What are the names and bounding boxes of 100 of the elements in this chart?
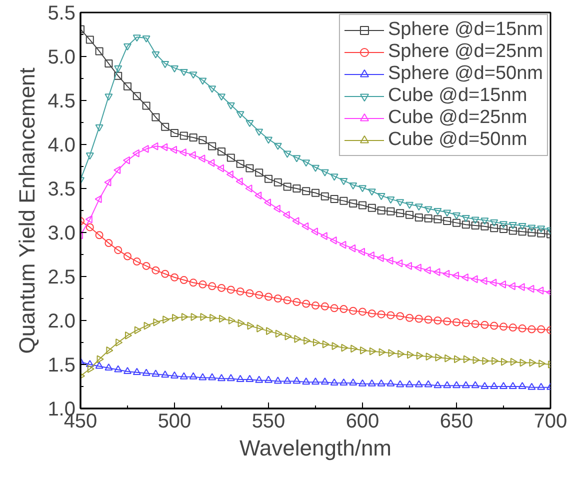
legend-label: Cube @d=25nm: [388, 107, 528, 129]
point: [471, 381, 480, 388]
point: [508, 324, 517, 332]
point: [433, 268, 440, 276]
point: [304, 336, 311, 345]
point: [528, 325, 536, 334]
point: [246, 289, 254, 298]
point: [424, 214, 432, 222]
point: [247, 322, 254, 330]
point: [153, 318, 160, 326]
point: [510, 358, 518, 366]
point: [218, 148, 226, 156]
point: [358, 201, 366, 210]
point: [498, 280, 506, 288]
point: [358, 248, 366, 256]
point: [349, 306, 358, 315]
point: [208, 142, 216, 150]
point: [471, 216, 480, 224]
point: [386, 196, 395, 204]
y-tick-label: 4.5: [48, 90, 76, 112]
point: [396, 380, 404, 388]
point: [104, 60, 113, 68]
point: [404, 262, 412, 270]
x-tick-label: 700: [534, 410, 568, 432]
point: [170, 129, 178, 138]
point: [238, 319, 245, 328]
point: [463, 355, 470, 364]
point: [96, 355, 104, 364]
point: [198, 280, 207, 288]
point: [444, 354, 452, 362]
point: [340, 378, 348, 386]
point: [424, 316, 432, 324]
point: [312, 338, 320, 346]
point: [189, 72, 198, 79]
point: [348, 244, 356, 252]
point: [320, 302, 329, 310]
point: [132, 258, 141, 266]
point: [274, 376, 282, 384]
point: [536, 286, 544, 295]
point: [500, 382, 508, 390]
point: [218, 374, 226, 382]
point: [170, 273, 178, 282]
point: [208, 373, 216, 380]
point: [414, 214, 423, 222]
point: [434, 316, 442, 324]
point: [518, 222, 526, 230]
point: [452, 212, 460, 220]
point: [302, 187, 310, 196]
point: [340, 178, 348, 186]
point: [273, 204, 280, 213]
point: [529, 358, 536, 367]
point: [124, 331, 132, 340]
point: [302, 160, 310, 167]
point: [500, 224, 508, 233]
point: [462, 381, 470, 388]
point: [198, 373, 207, 380]
point: [87, 364, 94, 373]
point: [152, 266, 160, 274]
point: [95, 124, 104, 132]
point: [322, 340, 330, 348]
point: [414, 380, 423, 388]
point: [274, 178, 282, 186]
point: [283, 376, 292, 384]
point: [180, 276, 188, 284]
point: [170, 371, 178, 378]
point: [330, 174, 338, 181]
point: [424, 206, 432, 214]
point: [528, 228, 536, 236]
point: [114, 72, 122, 80]
point: [170, 65, 178, 72]
point: [368, 309, 376, 318]
point: [200, 312, 208, 321]
point: [255, 290, 264, 299]
point: [406, 350, 414, 359]
point: [320, 378, 329, 385]
point: [189, 278, 198, 287]
point: [340, 196, 348, 205]
point: [302, 300, 310, 308]
point: [124, 43, 132, 50]
point: [386, 379, 395, 386]
point: [104, 94, 113, 101]
point: [142, 102, 150, 110]
point: [236, 374, 244, 382]
point: [226, 154, 235, 162]
point: [528, 382, 536, 390]
point: [368, 379, 376, 386]
point: [360, 346, 368, 354]
point: [142, 368, 150, 376]
point: [274, 142, 282, 150]
legend-label: Sphere @d=25nm: [388, 41, 543, 63]
point: [462, 319, 470, 328]
point: [537, 229, 546, 238]
point: [406, 380, 414, 388]
point: [490, 322, 498, 330]
point: [292, 298, 301, 306]
point: [349, 378, 358, 386]
point: [480, 382, 489, 390]
point: [151, 142, 158, 150]
point: [264, 292, 272, 301]
point: [266, 327, 274, 336]
